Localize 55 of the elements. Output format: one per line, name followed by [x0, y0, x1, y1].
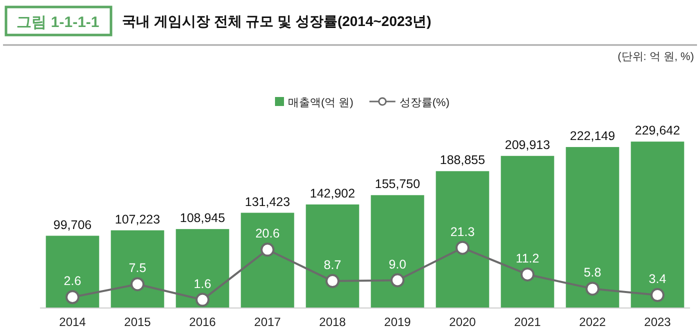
data-label: 188,855 [440, 153, 486, 168]
chart-title: 국내 게임시장 전체 규모 및 성장률(2014~2023년) [122, 13, 432, 29]
point [196, 292, 210, 307]
bar [370, 195, 424, 308]
bar [500, 156, 554, 308]
point [326, 274, 340, 288]
data-label: 3.4 [648, 272, 666, 286]
x-tick-label: 2015 [124, 315, 152, 329]
data-label: 11.2 [516, 251, 540, 266]
data-label: 131,423 [244, 194, 290, 209]
x-tick-label: 2020 [449, 315, 476, 329]
point [520, 267, 534, 282]
point [66, 290, 80, 304]
data-label: 1.6 [194, 276, 212, 291]
bar [176, 229, 230, 308]
point [650, 288, 664, 302]
bar [630, 142, 684, 308]
x-tick-label: 2019 [384, 315, 412, 329]
bar [566, 147, 620, 308]
data-label: 155,750 [374, 177, 420, 192]
x-tick-label: 2022 [579, 315, 606, 329]
data-label: 142,902 [310, 186, 356, 200]
point [586, 282, 600, 296]
bar [110, 230, 164, 308]
data-label: 20.6 [255, 226, 280, 241]
bar [436, 171, 490, 308]
x-tick-label: 2017 [254, 315, 282, 329]
data-label: 8.7 [324, 258, 342, 272]
data-label: 209,913 [504, 138, 550, 152]
bar [240, 212, 294, 308]
x-tick-label: 2018 [319, 315, 346, 329]
point [130, 277, 144, 292]
legend-label: 매출액(억 원) [288, 97, 354, 109]
data-label: 222,149 [570, 129, 616, 144]
data-label: 9.0 [388, 257, 406, 272]
bar [306, 204, 360, 308]
bar [46, 236, 100, 308]
legend-label: 성장률(%) [399, 97, 450, 109]
point [390, 273, 404, 288]
data-label: 7.5 [128, 261, 146, 276]
data-label: 229,642 [634, 124, 680, 138]
x-tick-label: 2016 [189, 315, 216, 329]
x-tick-label: 2021 [514, 315, 542, 329]
point [456, 240, 470, 255]
data-label: 108,945 [180, 211, 226, 226]
data-label: 5.8 [584, 266, 602, 280]
data-label: 2.6 [64, 274, 82, 288]
point [260, 242, 274, 257]
x-tick-label: 2014 [59, 315, 86, 329]
data-label: 107,223 [114, 212, 160, 226]
data-label: 99,706 [53, 218, 92, 232]
text: (단위: 억 원, %) [618, 51, 694, 63]
caption: 그림 1-1-1-1 [16, 14, 100, 31]
data-label: 21.3 [450, 224, 475, 239]
x-tick-label: 2023 [644, 315, 672, 329]
